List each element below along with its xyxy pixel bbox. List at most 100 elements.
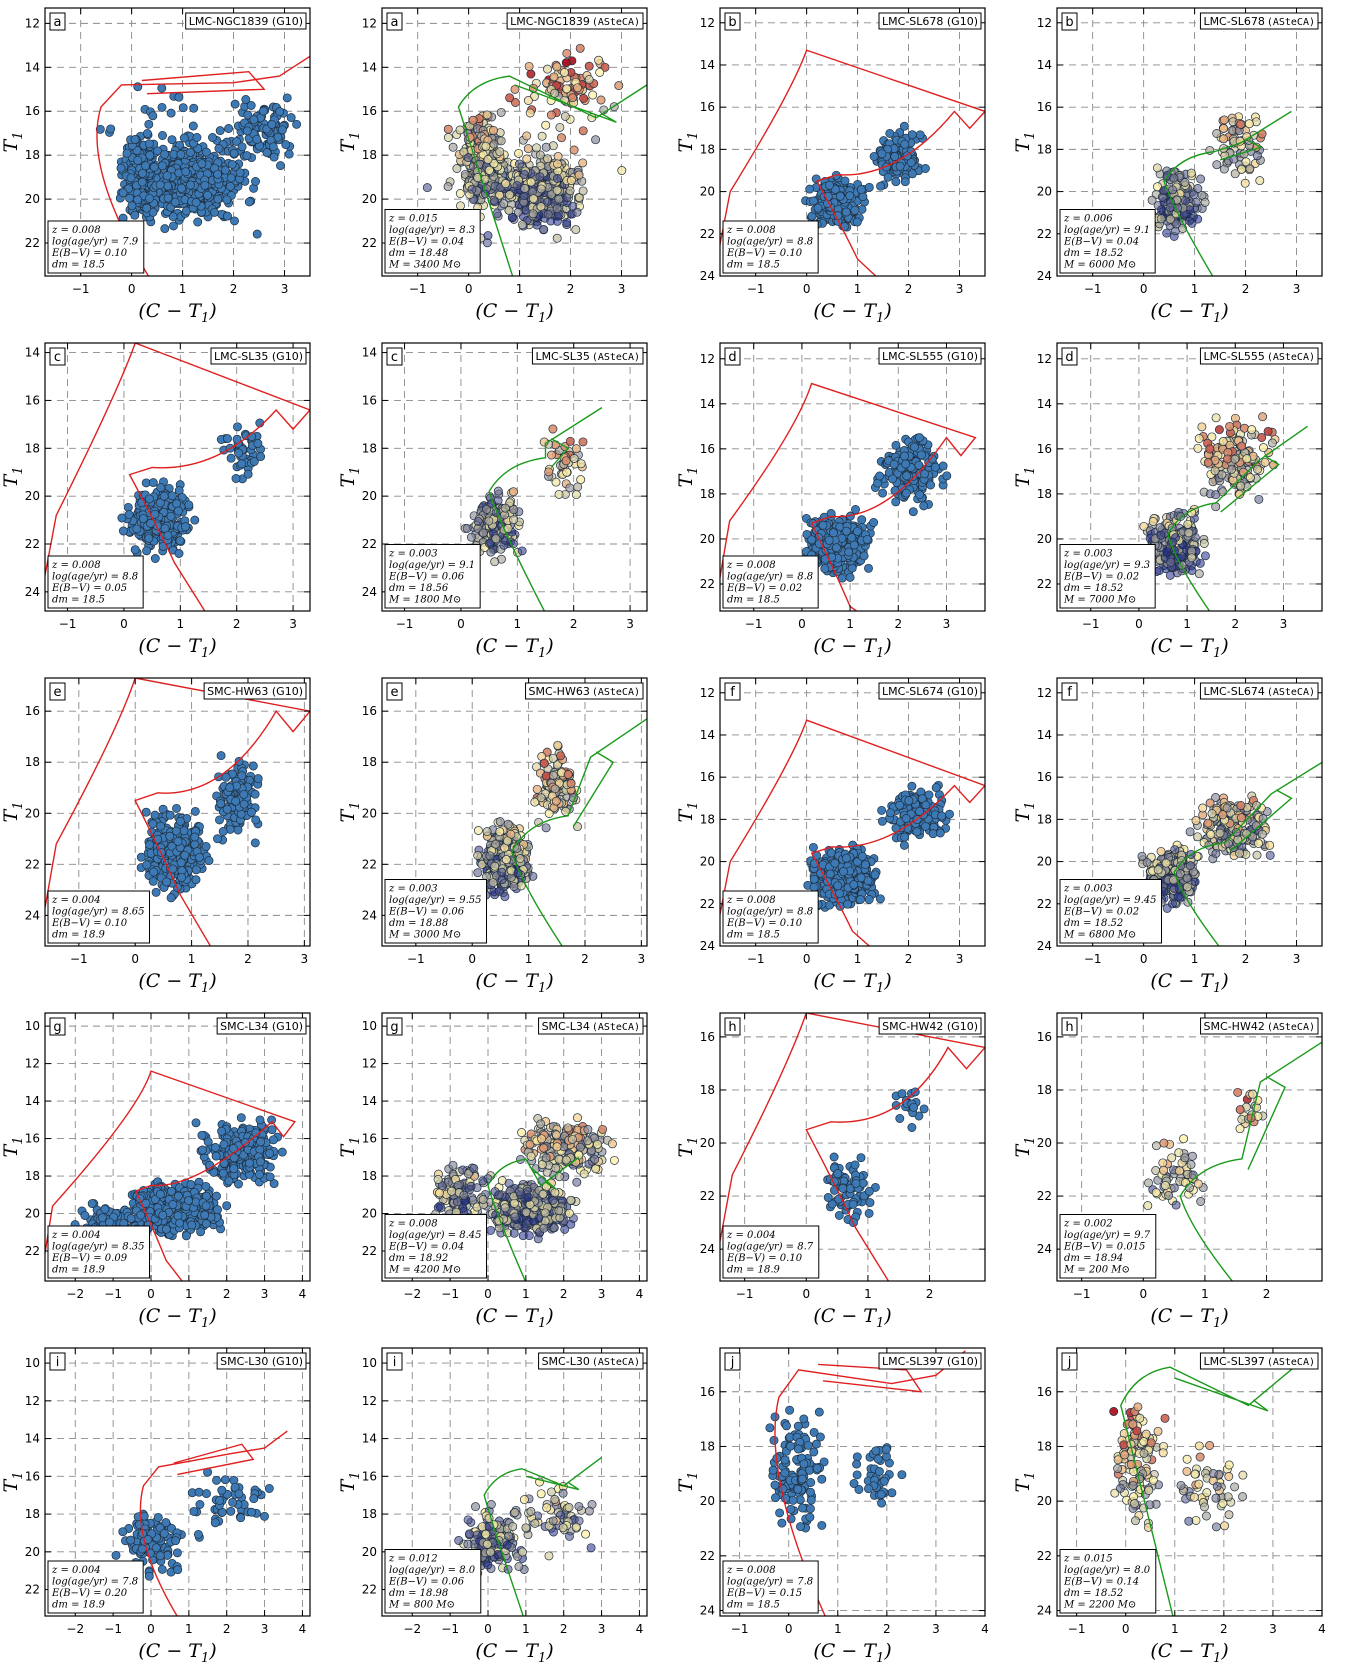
y-tick-label: 20 — [1037, 185, 1052, 199]
star-point — [555, 122, 565, 132]
y-tick-label: 20 — [700, 185, 715, 199]
y-tick-label: 20 — [362, 192, 377, 206]
y-tick-label: 16 — [25, 704, 40, 718]
y-tick-label: 20 — [25, 489, 40, 503]
star-point — [1157, 205, 1166, 215]
fit-param: dm = 18.9 — [52, 930, 106, 941]
y-tick-label: 16 — [1037, 442, 1052, 456]
star-point — [1245, 164, 1255, 174]
star-point — [496, 107, 506, 117]
star-point — [224, 124, 234, 133]
star-point — [223, 211, 232, 221]
star-point — [938, 461, 948, 471]
star-point — [942, 471, 952, 481]
panel-letter: d — [728, 350, 736, 365]
x-axis-label: (C − T1) — [1150, 635, 1228, 661]
star-point — [552, 62, 562, 72]
star-point — [252, 229, 262, 239]
star-point — [528, 209, 538, 219]
star-point — [579, 93, 589, 103]
star-point — [495, 147, 505, 157]
data-points — [801, 121, 930, 232]
star-point — [165, 810, 175, 820]
star-point — [565, 436, 575, 446]
star-point — [160, 224, 170, 234]
star-point — [106, 124, 116, 134]
panel-title: LMC-SL678 (G10) — [882, 15, 978, 28]
star-point — [1219, 134, 1229, 144]
star-point — [1219, 115, 1229, 125]
star-point — [1200, 197, 1210, 207]
x-tick-label: 1 — [516, 282, 524, 296]
star-point — [595, 67, 605, 77]
star-point — [175, 536, 185, 546]
y-tick-label: 24 — [362, 585, 377, 599]
star-point — [203, 190, 213, 200]
fit-param: log(age/yr) = 9.1 — [389, 560, 475, 571]
star-point — [901, 488, 911, 498]
x-tick-label: 0 — [465, 282, 473, 296]
star-point — [852, 526, 862, 536]
star-point — [165, 831, 175, 841]
star-point — [220, 165, 230, 175]
star-point — [864, 563, 873, 573]
star-point — [1166, 557, 1176, 567]
y-tick-label: 24 — [700, 269, 715, 283]
y-tick-label: 16 — [362, 393, 377, 407]
star-point — [807, 535, 817, 545]
star-point — [226, 173, 236, 183]
star-point — [824, 535, 834, 545]
star-point — [1254, 494, 1264, 504]
star-point — [242, 151, 252, 161]
star-point — [95, 124, 105, 134]
star-point — [841, 207, 851, 217]
star-point — [900, 139, 910, 149]
star-point — [226, 453, 236, 463]
star-point — [1260, 457, 1270, 467]
star-point — [276, 161, 285, 171]
star-point — [517, 220, 527, 230]
star-point — [536, 184, 546, 194]
star-point — [455, 189, 465, 198]
x-tick-label: 0 — [798, 617, 806, 631]
star-point — [831, 543, 841, 553]
star-point — [1252, 151, 1262, 161]
star-point — [137, 177, 147, 187]
y-axis-label: T1 — [0, 467, 26, 488]
star-point — [561, 456, 571, 466]
star-point — [569, 145, 579, 155]
y-axis-label: T1 — [675, 467, 701, 488]
fit-param: log(age/yr) = 8.8 — [727, 572, 813, 583]
star-point — [562, 218, 572, 227]
star-point — [231, 474, 241, 483]
star-point — [915, 490, 925, 500]
fit-param: log(age/yr) = 7.9 — [52, 237, 139, 248]
star-point — [144, 139, 154, 149]
star-point — [448, 142, 458, 152]
star-point — [920, 469, 930, 479]
star-point — [553, 159, 563, 169]
star-point — [1156, 530, 1166, 540]
star-point — [869, 518, 879, 527]
star-point — [1236, 481, 1246, 491]
panel-title: LMC-SL35 (ASteCA) — [535, 350, 640, 363]
star-point — [835, 191, 845, 201]
star-point — [552, 185, 562, 195]
star-point — [170, 197, 180, 207]
star-point — [560, 68, 569, 77]
star-point — [177, 183, 187, 193]
star-point — [141, 161, 151, 171]
y-axis-label: T1 — [337, 467, 363, 488]
star-point — [899, 121, 909, 131]
y-axis-label: T1 — [1012, 467, 1038, 488]
fit-param: E(B−V) = 0.04 — [388, 237, 464, 248]
star-point — [179, 133, 189, 143]
star-point — [262, 148, 272, 158]
fit-param: E(B−V) = 0.05 — [51, 583, 127, 594]
star-point — [269, 152, 279, 162]
star-point — [537, 131, 547, 141]
x-tick-label: 3 — [289, 617, 297, 631]
star-point — [1218, 487, 1228, 497]
star-point — [1162, 228, 1172, 238]
